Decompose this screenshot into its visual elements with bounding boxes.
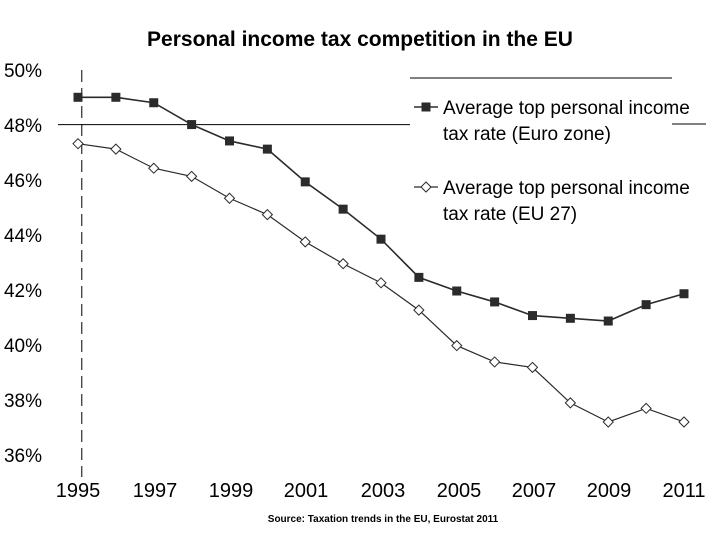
- data-point-eu-27: [261, 208, 274, 221]
- data-point-euro-zone: [679, 289, 689, 299]
- x-tick-label: 2005: [437, 480, 482, 502]
- x-tick-label: 2001: [284, 480, 329, 502]
- y-tick-label: 44%: [4, 226, 42, 247]
- data-point-eu-27: [640, 402, 652, 415]
- data-point-euro-zone: [149, 98, 159, 108]
- data-point-euro-zone: [338, 204, 348, 214]
- legend-label-euro-zone-line1: Average top personal income: [443, 98, 690, 119]
- data-point-eu-27: [72, 137, 84, 150]
- data-point-eu-27: [526, 361, 539, 374]
- data-point-eu-27: [678, 416, 690, 428]
- data-point-eu-27: [413, 304, 425, 316]
- data-point-eu-27: [602, 416, 614, 428]
- data-point-eu-27: [375, 277, 387, 289]
- y-axis: 50% 48% 46% 44% 42% 40% 38% 36%: [4, 61, 42, 467]
- data-point-euro-zone: [528, 311, 537, 321]
- x-tick-label: 2003: [361, 480, 406, 502]
- x-tick-label: 2007: [512, 480, 557, 502]
- y-tick-label: 50%: [4, 61, 42, 82]
- data-point-euro-zone: [452, 286, 462, 296]
- source-note: Source: Taxation trends in the EU, Euros…: [268, 514, 499, 525]
- data-point-eu-27: [564, 397, 577, 409]
- series-markers-euro-zone: [73, 92, 689, 326]
- data-point-eu-27: [451, 339, 463, 352]
- legend-label-eu-27-line2: tax rate (EU 27): [443, 204, 577, 225]
- legend-label-euro-zone-line2: tax rate (Euro zone): [443, 124, 611, 145]
- legend-label-eu-27-line1: Average top personal income: [443, 178, 690, 199]
- data-point-euro-zone: [73, 92, 83, 102]
- series-markers-eu-27: [72, 137, 690, 428]
- x-tick-label: 1999: [209, 480, 254, 502]
- y-tick-label: 46%: [4, 171, 42, 192]
- data-point-eu-27: [299, 236, 311, 248]
- data-point-euro-zone: [300, 177, 310, 187]
- legend-box: [410, 78, 710, 230]
- chart-title: Personal income tax competition in the E…: [147, 28, 573, 51]
- data-point-eu-27: [488, 356, 501, 368]
- data-point-euro-zone: [111, 92, 121, 102]
- y-tick-label: 42%: [4, 281, 42, 302]
- data-point-euro-zone: [187, 120, 197, 130]
- legend-square-icon: [421, 102, 431, 112]
- y-tick-label: 48%: [4, 116, 42, 137]
- x-tick-label: 1995: [56, 480, 101, 502]
- data-point-eu-27: [223, 192, 236, 204]
- y-tick-label: 38%: [4, 391, 42, 412]
- data-point-euro-zone: [490, 297, 500, 307]
- data-point-euro-zone: [225, 136, 234, 146]
- data-point-euro-zone: [376, 234, 386, 244]
- x-axis: 1995 1997 1999 2001 2003 2005 2007 2009 …: [56, 480, 706, 502]
- x-tick-label: 2011: [662, 480, 705, 502]
- data-point-euro-zone: [603, 316, 613, 326]
- legend: Average top personal income tax rate (Eu…: [410, 77, 710, 230]
- data-point-eu-27: [337, 258, 349, 270]
- x-tick-label: 1997: [133, 480, 178, 502]
- data-point-euro-zone: [262, 144, 272, 154]
- data-point-euro-zone: [641, 300, 651, 310]
- data-point-euro-zone: [565, 313, 575, 323]
- x-tick-label: 2009: [587, 480, 632, 502]
- data-point-euro-zone: [414, 272, 424, 282]
- data-point-eu-27: [185, 170, 198, 183]
- data-point-eu-27: [110, 143, 122, 155]
- data-point-eu-27: [148, 162, 160, 174]
- y-tick-label: 40%: [4, 336, 42, 357]
- y-tick-label: 36%: [4, 446, 42, 467]
- legend-diamond-icon: [420, 181, 432, 193]
